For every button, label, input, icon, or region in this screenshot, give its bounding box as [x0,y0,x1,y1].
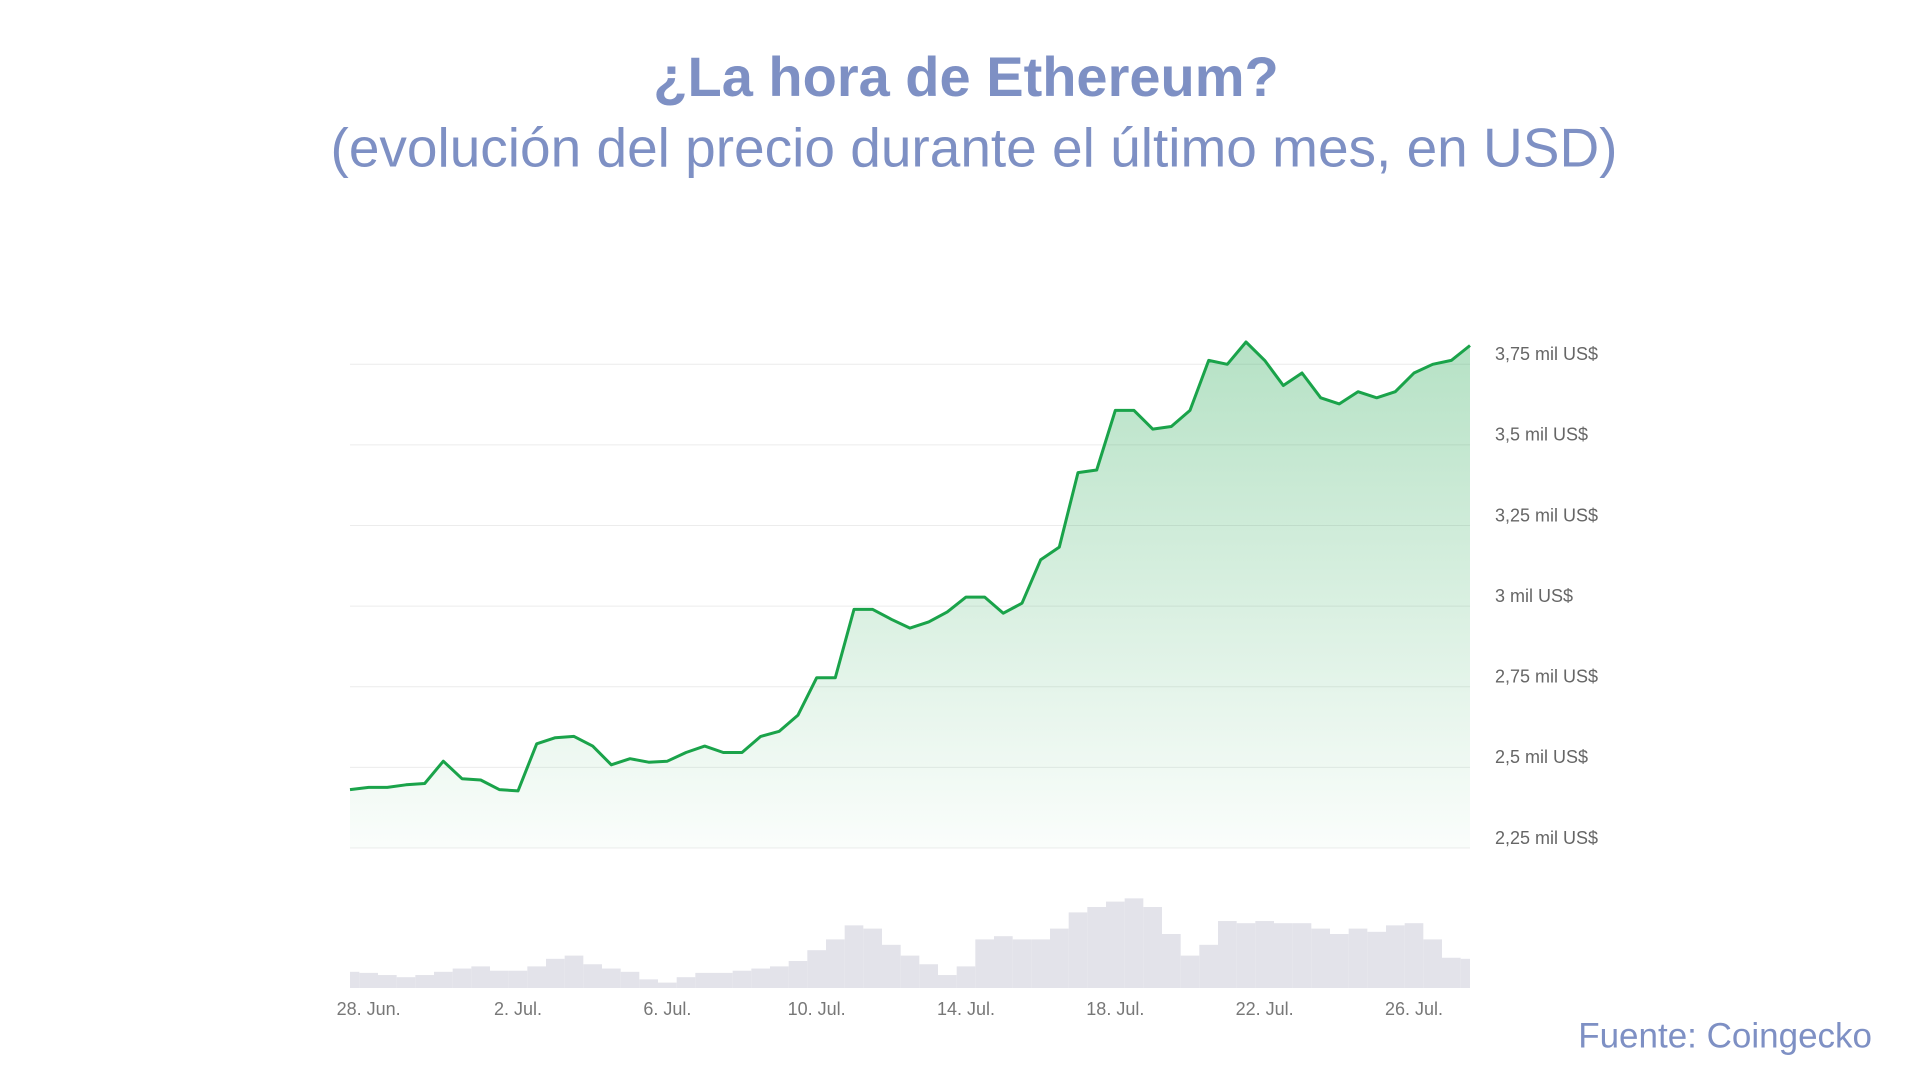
y-tick-label: 2,25 mil US$ [1495,828,1598,848]
volume-bar [770,966,789,988]
price-area [350,342,1470,848]
volume-bar [1180,955,1200,988]
volume-bar [1292,923,1312,988]
x-tick-label: 6. Jul. [643,999,691,1019]
y-tick-label: 2,75 mil US$ [1495,667,1598,687]
x-tick-label: 26. Jul. [1385,999,1443,1019]
volume-bar [378,975,397,988]
volume-bar [396,977,416,988]
y-tick-label: 2,5 mil US$ [1495,747,1588,767]
volume-bar [695,972,714,988]
volume-bar [1330,934,1349,988]
volume-bar [350,971,360,988]
volume-bar [415,975,434,988]
volume-bar [1199,944,1218,988]
volume-bar [583,964,602,988]
volume-bar [564,955,584,988]
x-tick-label: 18. Jul. [1086,999,1144,1019]
volume-bar [602,968,621,988]
x-tick-label: 14. Jul. [937,999,995,1019]
volume-bar [1162,934,1181,988]
volume-bar [1348,928,1368,988]
volume-bar [994,936,1013,988]
volume-bar [807,950,826,988]
x-tick-label: 22. Jul. [1236,999,1294,1019]
x-tick-label: 2. Jul. [494,999,542,1019]
y-tick-label: 3,5 mil US$ [1495,425,1588,445]
volume-bar [1236,923,1256,988]
volume-bar [359,972,378,988]
volume-bar [863,928,882,988]
volume-bar [1386,925,1405,988]
y-tick-label: 3 mil US$ [1495,586,1573,606]
volume-bar [471,966,490,988]
volume-bar [1311,928,1330,988]
volume-bar [882,944,901,988]
volume-bar [1442,957,1461,988]
volume-bar [1460,958,1470,988]
volume-bar [751,968,770,988]
chart-title: ¿La hora de Ethereum? [653,45,1278,108]
price-line [349,340,1471,793]
volume-bar [1068,912,1088,988]
volume-bar [1012,939,1032,988]
volume-bar [639,979,658,988]
x-tick-label: 10. Jul. [788,999,846,1019]
volume-bar [527,966,546,988]
volume-bar [1143,907,1162,988]
volume-bar [714,972,733,988]
chart-subtitle: (evolución del precio durante el último … [331,117,1618,179]
volume-bar [844,925,864,988]
volume-bar [975,939,994,988]
volume-bar [434,971,453,988]
volume-bar [900,955,920,988]
volume-bar [1087,907,1106,988]
x-tick-label: 28. Jun. [337,999,401,1019]
volume-bar [938,975,957,988]
volume-bar [508,970,528,988]
volume-bar [658,982,677,988]
volume-bar [1255,921,1274,988]
volume-bar [956,966,976,988]
volume-bar [1423,939,1442,988]
volume-bar [1367,931,1386,988]
volume-bar [676,977,696,988]
volume-bar [1106,901,1125,988]
volume-bar [1218,921,1237,988]
volume-bar [788,961,808,988]
y-tick-label: 3,75 mil US$ [1495,344,1598,364]
volume-bar [546,958,565,988]
volume-bar [826,939,845,988]
volume-bar [490,970,509,988]
y-tick-label: 3,25 mil US$ [1495,505,1598,525]
volume-bar [919,964,938,988]
volume-bar [1031,939,1050,988]
volume-bar [732,970,752,988]
volume-bar [620,971,640,988]
volume-bar [452,968,472,988]
volume-bar [1404,923,1424,988]
source-note: Fuente: Coingecko [1578,1016,1872,1055]
volume-bar [1274,923,1293,988]
volume-bar [1124,898,1144,988]
volume-bar [1050,928,1069,988]
